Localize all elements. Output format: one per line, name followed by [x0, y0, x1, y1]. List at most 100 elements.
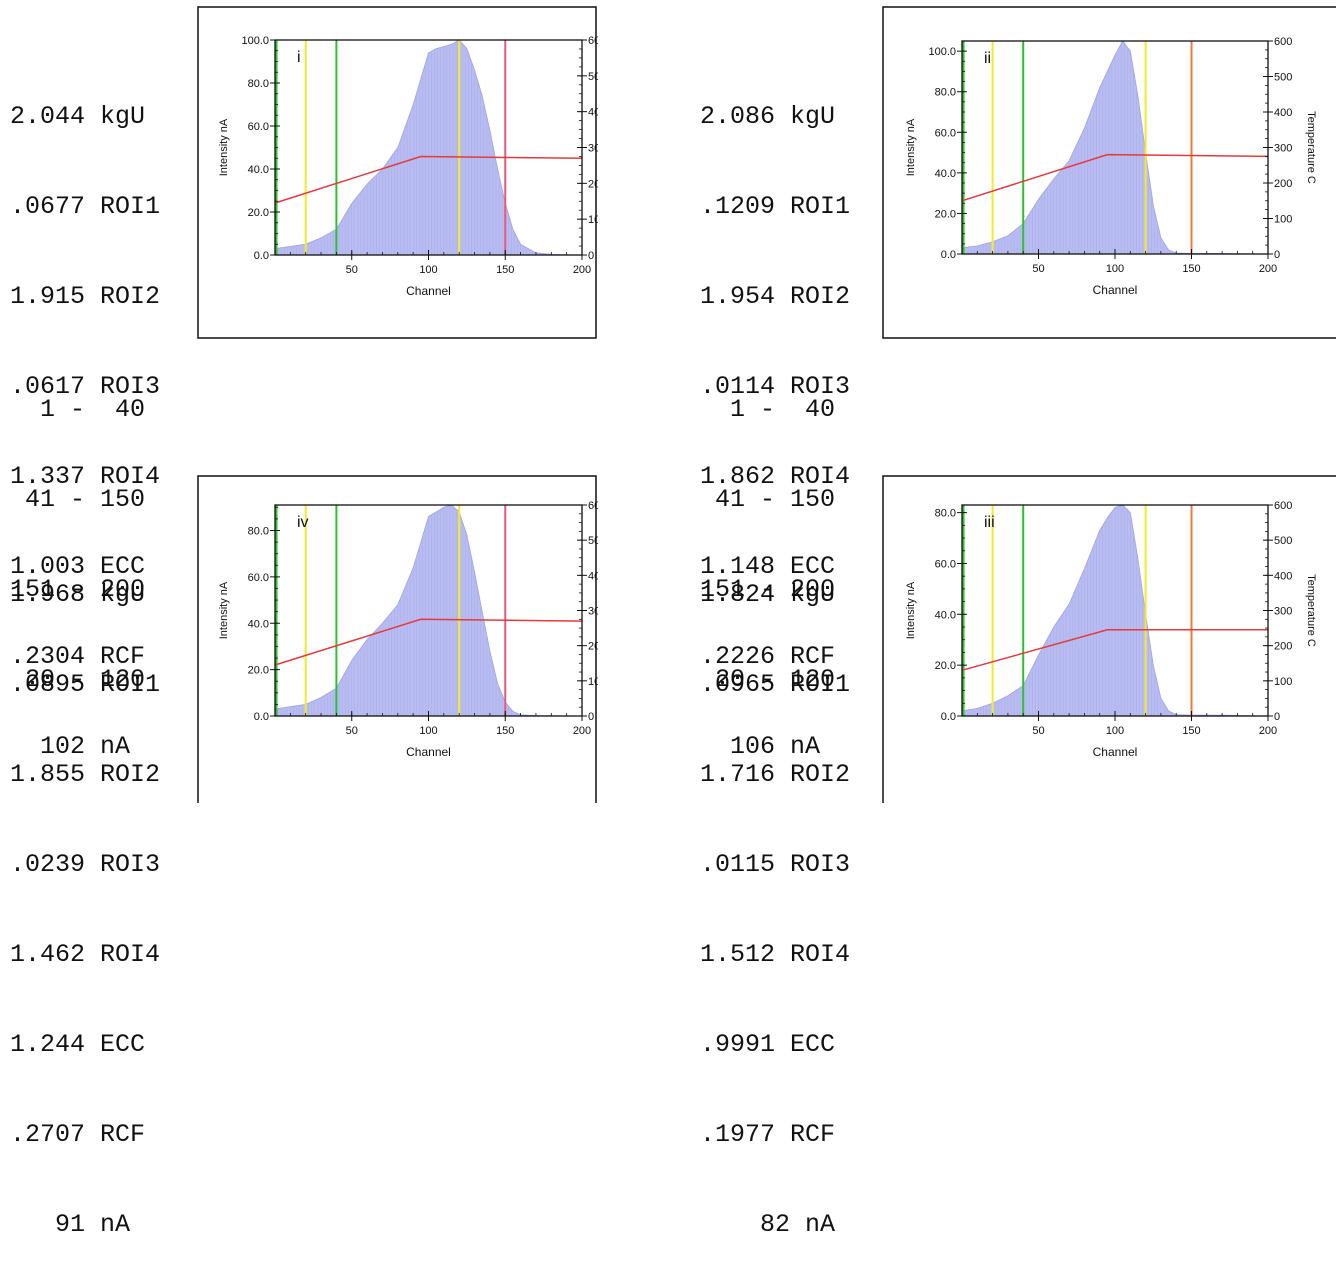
- ranges-panel-i: 1 - 40 41 - 150 151 - 200 20 - 120: [10, 335, 145, 725]
- y2-tick-label: 300: [1274, 143, 1292, 155]
- x-tick-label: 200: [573, 725, 591, 737]
- y-tick-label: 80.0: [248, 526, 269, 538]
- x-tick-label: 200: [573, 264, 591, 276]
- x-tick-label: 100: [1106, 725, 1124, 737]
- y2-tick-label: 300: [1274, 606, 1292, 618]
- y2-tick-label: 600: [588, 500, 598, 512]
- stat-roi3: .0239 ROI3: [10, 850, 161, 879]
- y2-tick-label: 200: [588, 178, 598, 190]
- y2-tick-label: 400: [1274, 107, 1292, 119]
- x-axis-title: Channel: [1093, 283, 1138, 297]
- x-tick-label: 50: [1032, 263, 1044, 275]
- range-roi1: 1 - 40: [40, 395, 146, 424]
- y-axis-title: Intensity nA: [218, 581, 230, 639]
- x-axis-title: Channel: [1093, 745, 1138, 759]
- stat-kgu: 2.044 kgU: [10, 102, 146, 131]
- y-tick-label: 80.0: [248, 78, 269, 90]
- x-tick-label: 150: [496, 725, 514, 737]
- stat-kgu: 1.968 kgU: [10, 580, 146, 609]
- y2-tick-label: 100: [1274, 214, 1292, 226]
- y2-tick-label: 100: [588, 676, 598, 688]
- stat-rcf: .2707 RCF: [10, 1120, 146, 1149]
- y-tick-label: 20.0: [248, 665, 269, 677]
- stat-roi3: .0114 ROI3: [700, 372, 851, 401]
- x-axis-title: Channel: [406, 284, 451, 298]
- chart-frame: [882, 6, 1336, 339]
- range-roi2: 41 - 150: [715, 485, 836, 514]
- stat-ecc: 1.003 ECC: [10, 552, 146, 581]
- y2-tick-label: 100: [1274, 676, 1292, 688]
- y-tick-label: 60.0: [248, 572, 269, 584]
- chart-frame: [882, 475, 1336, 803]
- stat-roi4: 1.337 ROI4: [10, 462, 161, 491]
- stat-rcf: .2226 RCF: [700, 642, 836, 671]
- range-roi4: 20 - 120: [25, 665, 146, 694]
- y-tick-label: 100.0: [928, 46, 956, 58]
- stats-panel-i: 2.044 kgU .0677 ROI1 1.915 ROI2 .0617 RO…: [10, 42, 160, 792]
- y2-axis-title: Temperature C: [1305, 111, 1317, 184]
- y2-tick-label: 300: [588, 606, 598, 618]
- x-tick-label: 100: [419, 264, 437, 276]
- x-axis-title: Channel: [406, 745, 451, 759]
- stat-roi1: .1209 ROI1: [700, 192, 851, 221]
- y2-tick-label: 600: [588, 35, 598, 47]
- y-tick-label: 40.0: [248, 164, 269, 176]
- stat-roi4: 1.462 ROI4: [10, 940, 161, 969]
- x-tick-label: 150: [1182, 263, 1200, 275]
- stats-panel-ii: 2.086 kgU .1209 ROI1 1.954 ROI2 .0114 RO…: [700, 42, 850, 792]
- y2-tick-label: 200: [588, 641, 598, 653]
- x-tick-label: 50: [346, 264, 358, 276]
- y-tick-label: 0.0: [254, 250, 269, 262]
- spectrum-chart-iii: 0.0 20.0 40.0 60.0 80.0 0 100 200 300 400 500 600 50…: [882, 475, 1336, 803]
- y2-tick-label: 0: [588, 250, 594, 262]
- y-tick-label: 40.0: [248, 618, 269, 630]
- ranges-panel-ii: 1 - 40 41 - 150 151 - 200 20 - 120: [700, 335, 835, 725]
- x-tick-label: 50: [346, 725, 358, 737]
- panel-label: iii: [984, 514, 995, 531]
- stat-roi1: .0965 ROI1: [700, 670, 851, 699]
- stat-current: 82 nA: [760, 1210, 836, 1239]
- y-tick-label: 0.0: [941, 249, 956, 261]
- stat-rcf: .2304 RCF: [10, 642, 146, 671]
- stat-roi4: 1.512 ROI4: [700, 940, 851, 969]
- x-tick-label: 150: [496, 264, 514, 276]
- y2-tick-label: 500: [1274, 535, 1292, 547]
- y2-tick-label: 600: [1274, 36, 1292, 48]
- spectrum-bins: [277, 505, 518, 716]
- x-tick-label: 50: [1032, 725, 1044, 737]
- stat-current: 102 nA: [40, 732, 131, 761]
- y-tick-label: 20.0: [248, 207, 269, 219]
- y2-tick-label: 600: [1274, 500, 1292, 512]
- y-tick-label: 20.0: [935, 208, 956, 220]
- y-tick-label: 100.0: [241, 35, 269, 47]
- y2-tick-label: 300: [588, 143, 598, 155]
- y2-tick-label: 0: [588, 711, 594, 723]
- stat-roi3: .0115 ROI3: [700, 850, 851, 879]
- y-tick-label: 60.0: [935, 558, 956, 570]
- stat-roi3: .0617 ROI3: [10, 372, 161, 401]
- x-tick-label: 200: [1259, 725, 1277, 737]
- stat-roi1: .0895 ROI1: [10, 670, 161, 699]
- y-axis-title: Intensity nA: [905, 581, 917, 639]
- range-roi4: 20 - 120: [715, 665, 836, 694]
- stat-roi2: 1.855 ROI2: [10, 760, 161, 789]
- y-axis-title: Intensity nA: [218, 118, 230, 176]
- stats-panel-iii: 1.824 kgU .0965 ROI1 1.716 ROI2 .0115 RO…: [700, 520, 850, 1270]
- y-tick-label: 20.0: [935, 660, 956, 672]
- stat-kgu: 2.086 kgU: [700, 102, 836, 131]
- stat-roi2: 1.716 ROI2: [700, 760, 851, 789]
- x-tick-label: 100: [419, 725, 437, 737]
- spectrum-bins: [964, 505, 1174, 716]
- y2-tick-label: 400: [588, 570, 598, 582]
- stat-current: 106 nA: [730, 732, 821, 761]
- temperature-line: [274, 155, 583, 204]
- y2-tick-label: 200: [1274, 641, 1292, 653]
- range-roi3: 151 - 200: [10, 575, 146, 604]
- y2-tick-label: 100: [588, 214, 598, 226]
- stat-ecc: 1.244 ECC: [10, 1030, 146, 1059]
- stat-current: 91 nA: [55, 1210, 131, 1239]
- stat-roi1: .0677 ROI1: [10, 192, 161, 221]
- x-tick-label: 200: [1259, 263, 1277, 275]
- y2-tick-label: 500: [588, 71, 598, 83]
- spectrum-chart-i: 0.0 20.0 40.0 60.0 80.0 100.0 0 100 200 300 400 500…: [197, 6, 598, 339]
